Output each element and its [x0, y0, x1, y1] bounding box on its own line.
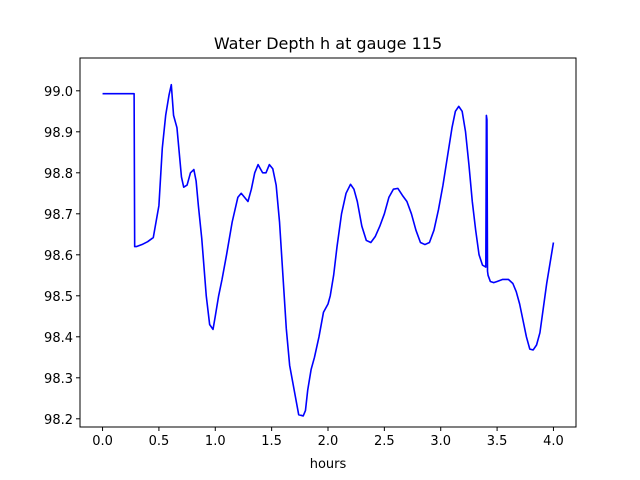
- y-tick-label: 98.3: [44, 372, 73, 387]
- chart-title: Water Depth h at gauge 115: [214, 34, 442, 53]
- x-tick-label: 3.0: [430, 434, 451, 449]
- x-tick-label: 2.5: [374, 434, 395, 449]
- x-tick-label: 3.5: [487, 434, 508, 449]
- y-axis: 98.2 98.3 98.4 98.5 98.6 98.7 98.8 98.9 99.0: [44, 85, 80, 428]
- x-tick-label: 4.0: [543, 434, 564, 449]
- series-layer: [102, 83, 555, 417]
- y-tick-label: 99.0: [44, 85, 73, 100]
- y-tick-label: 98.2: [44, 413, 73, 428]
- y-tick-label: 98.5: [44, 290, 73, 305]
- x-tick-label: 2.0: [318, 434, 339, 449]
- x-tick-label: 1.5: [261, 434, 282, 449]
- y-tick-label: 98.6: [44, 249, 73, 264]
- y-tick-label: 98.9: [44, 126, 73, 141]
- x-tick-label: 0.0: [92, 434, 113, 449]
- x-axis: 0.0 0.5 1.0 1.5 2.0 2.5 3.0 3.5 4.0: [92, 427, 564, 449]
- plot-area: [80, 58, 576, 427]
- y-tick-label: 98.4: [44, 331, 73, 346]
- y-tick-label: 98.7: [44, 208, 73, 223]
- x-tick-label: 0.5: [149, 434, 170, 449]
- y-tick-label: 98.8: [44, 167, 73, 182]
- x-tick-label: 1.0: [205, 434, 226, 449]
- x-axis-label: hours: [310, 457, 347, 472]
- series-line-1: [102, 83, 555, 417]
